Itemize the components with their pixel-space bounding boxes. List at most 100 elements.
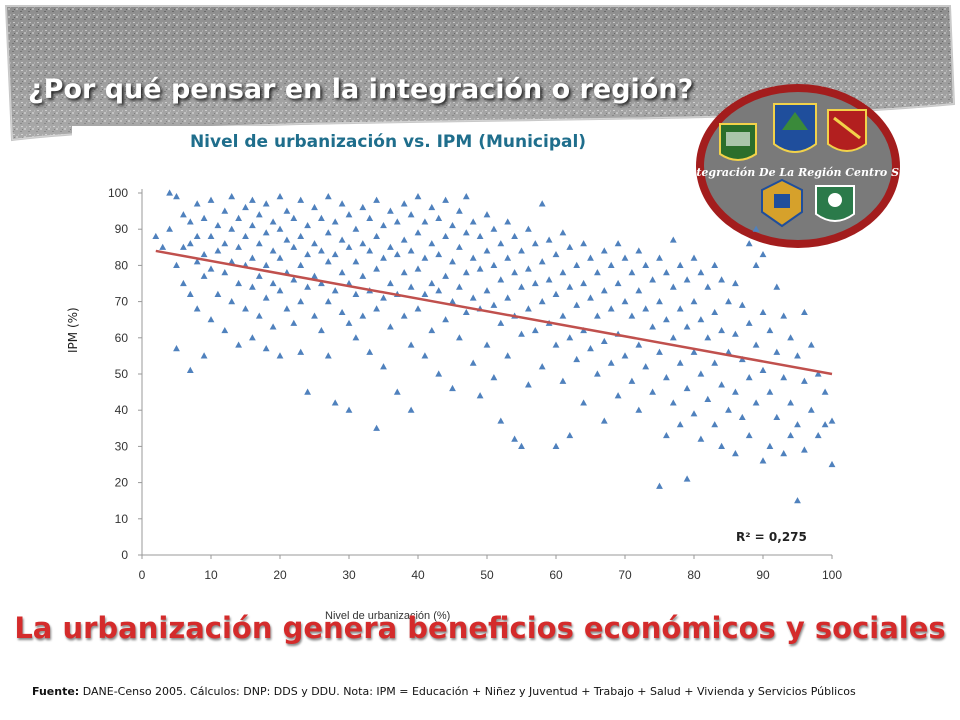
- data-point: [193, 200, 201, 207]
- data-point: [504, 352, 512, 359]
- data-point: [745, 319, 753, 326]
- data-point: [249, 196, 256, 203]
- data-point: [228, 298, 236, 305]
- data-point: [428, 240, 436, 247]
- data-point: [635, 406, 643, 413]
- data-point: [669, 236, 677, 243]
- data-point: [628, 377, 636, 384]
- data-point: [669, 283, 677, 290]
- data-point: [352, 290, 360, 297]
- data-point: [400, 312, 408, 319]
- data-point: [193, 305, 201, 312]
- data-point: [297, 298, 305, 305]
- data-point: [676, 359, 684, 366]
- data-point: [276, 352, 284, 359]
- data-point: [801, 446, 808, 453]
- coat-of-arms-icon: [815, 185, 855, 222]
- data-point: [676, 305, 684, 312]
- data-point: [173, 345, 180, 352]
- data-point: [345, 319, 353, 326]
- data-point: [614, 279, 622, 287]
- data-point: [497, 417, 505, 424]
- data-point: [380, 294, 387, 301]
- data-point: [690, 254, 698, 261]
- data-point: [338, 236, 346, 243]
- data-point: [276, 287, 284, 294]
- data-point: [276, 225, 284, 232]
- data-point: [269, 247, 277, 254]
- data-point: [414, 305, 422, 312]
- data-point: [807, 341, 815, 348]
- data-point: [525, 225, 532, 232]
- data-point: [718, 381, 725, 388]
- data-point: [621, 254, 629, 261]
- data-point: [600, 287, 608, 294]
- data-point: [462, 308, 470, 316]
- data-point: [290, 276, 298, 283]
- data-point: [235, 243, 242, 250]
- data-point: [566, 334, 574, 341]
- data-point: [173, 261, 180, 268]
- data-point: [676, 261, 684, 268]
- data-point: [711, 308, 719, 316]
- data-point: [352, 258, 360, 265]
- data-point: [318, 326, 325, 334]
- data-point: [566, 243, 574, 250]
- data-point: [642, 305, 650, 312]
- data-point: [186, 240, 194, 247]
- data-point: [649, 276, 656, 283]
- data-point: [600, 337, 608, 345]
- data-point: [732, 388, 739, 395]
- y-axis-label: IPM (%): [66, 307, 80, 353]
- data-point: [821, 388, 829, 395]
- data-point: [497, 276, 505, 283]
- data-point: [469, 294, 477, 301]
- data-point: [697, 435, 705, 442]
- x-tick-label: 90: [756, 568, 770, 582]
- data-point: [552, 341, 560, 348]
- data-point: [200, 352, 208, 359]
- data-point: [235, 214, 242, 221]
- data-point: [318, 214, 325, 221]
- data-point: [380, 221, 387, 229]
- data-point: [725, 298, 732, 305]
- data-point: [787, 431, 794, 439]
- data-point: [214, 247, 222, 254]
- data-point: [573, 355, 581, 363]
- data-point: [794, 497, 801, 504]
- data-point: [207, 196, 215, 203]
- data-point: [242, 203, 249, 211]
- data-point: [752, 341, 760, 348]
- data-point: [214, 290, 222, 297]
- data-point: [304, 283, 311, 290]
- data-point: [718, 276, 725, 283]
- data-point: [704, 283, 712, 290]
- data-point: [759, 308, 767, 316]
- data-point: [373, 305, 380, 312]
- data-point: [794, 352, 801, 359]
- data-point: [483, 287, 491, 294]
- data-point: [780, 374, 788, 381]
- data-point: [435, 214, 443, 221]
- y-tick-label: 10: [115, 512, 129, 526]
- data-point: [552, 250, 560, 258]
- data-point: [504, 218, 512, 225]
- data-point: [393, 250, 401, 258]
- data-point: [373, 265, 380, 272]
- data-point: [469, 254, 477, 261]
- r-squared-label: R² = 0,275: [736, 530, 807, 544]
- data-point: [283, 236, 291, 243]
- data-point: [373, 424, 380, 431]
- data-point: [262, 200, 270, 207]
- data-point: [635, 341, 643, 348]
- data-point: [814, 370, 822, 377]
- data-point: [656, 482, 663, 489]
- y-tick-label: 0: [121, 548, 128, 562]
- data-point: [600, 247, 608, 254]
- data-point: [359, 272, 367, 279]
- data-point: [683, 276, 691, 283]
- data-point: [166, 189, 173, 196]
- data-point: [345, 211, 353, 218]
- data-point: [462, 193, 470, 200]
- data-point: [428, 279, 436, 287]
